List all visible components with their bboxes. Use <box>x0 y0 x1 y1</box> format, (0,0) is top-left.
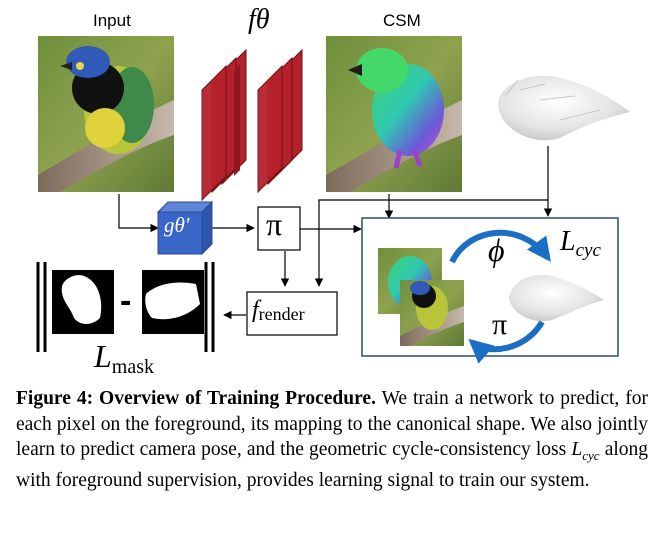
mask-loss-norm <box>36 262 215 352</box>
cycle-input-photo <box>400 280 464 346</box>
l-mask-sub: mask <box>111 356 155 378</box>
figure-caption: Figure 4: Overview of Training Procedure… <box>16 386 648 494</box>
phi-label: ϕ <box>488 232 505 268</box>
cycle-mesh-icon <box>509 274 604 322</box>
training-diagram <box>36 36 630 364</box>
l-mask-label: Lmask <box>94 338 154 379</box>
phi-arrow-icon <box>449 230 551 264</box>
figure-label: Figure 4: <box>16 388 94 409</box>
l-mask-l: L <box>94 338 112 374</box>
input-photo <box>38 36 174 192</box>
pi-box <box>257 206 301 251</box>
f-theta-label: fθ <box>248 4 270 35</box>
pi-box-label: π <box>266 206 283 242</box>
caption-text-1: We train a network to predict, for each … <box>16 388 648 460</box>
csm-photo <box>326 36 462 192</box>
pi-cycle-label: π <box>492 308 508 341</box>
gt-mask-icon <box>52 270 114 334</box>
f-render-f: f <box>252 297 259 323</box>
f-theta-network-icon <box>201 48 303 202</box>
f-render-label: frender <box>252 297 305 325</box>
g-theta-prime-label: gθ′ <box>164 213 190 237</box>
f-render-sub: render <box>258 304 305 324</box>
l-cyc-l: L <box>560 226 576 257</box>
l-cyc-label: Lcyc <box>560 226 601 262</box>
rendered-mask-icon <box>142 270 204 334</box>
pi-arrow-icon <box>468 320 545 364</box>
figure-title: Overview of Training Procedure. <box>99 388 376 409</box>
csm-label: CSM <box>383 11 421 30</box>
l-cyc-sub: cyc <box>575 240 601 261</box>
caption-loss-symbol: Lcyc <box>571 439 600 463</box>
caption-text-2: along with foreground supervision, provi… <box>16 439 649 492</box>
input-label: Input <box>93 11 131 30</box>
f-render-box <box>246 291 338 336</box>
mask-minus-sign: - <box>120 282 132 320</box>
canonical-shape-mesh-icon <box>498 75 630 141</box>
g-theta-prime-network-icon <box>156 200 214 256</box>
